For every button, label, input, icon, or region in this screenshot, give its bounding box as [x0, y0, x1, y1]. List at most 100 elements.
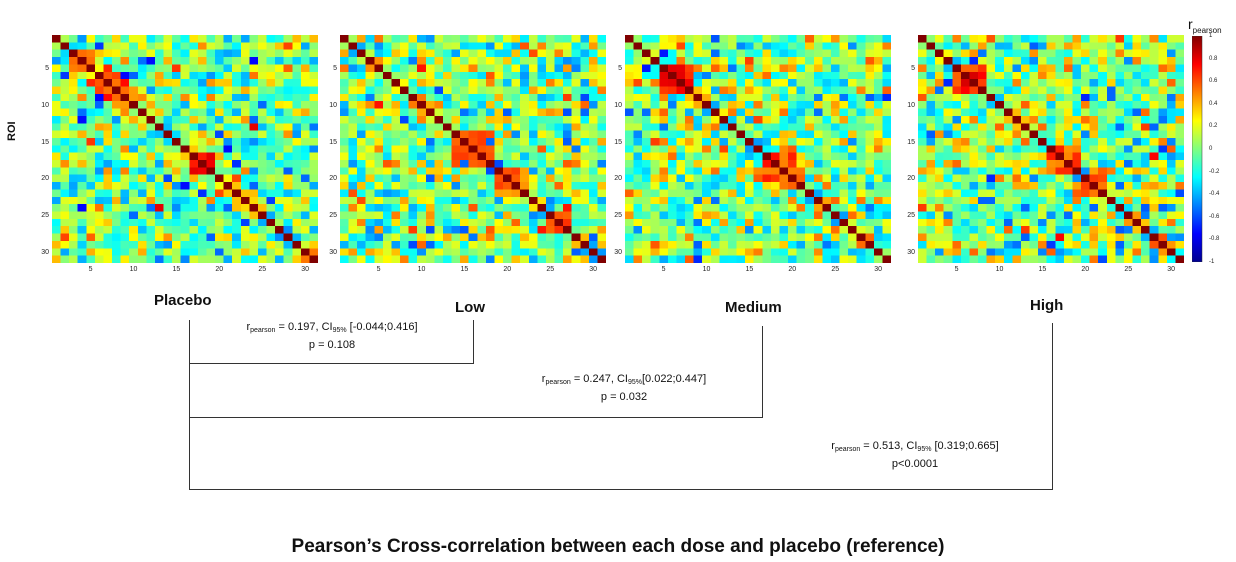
dose-label-placebo: Placebo	[154, 292, 212, 309]
r-symbol: r	[541, 373, 546, 385]
y-tick-label: 10	[907, 101, 915, 109]
colorbar-title-sub: pearson	[1192, 25, 1222, 35]
r-subscript: pearson	[834, 446, 861, 453]
stat-placebo-high: rpearson = 0.513, CI95% [0.319;0.665] p<…	[800, 439, 1030, 471]
x-tick-label: 10	[702, 266, 711, 273]
heatmap-matrix	[340, 35, 606, 263]
ci-value: [0.319;0.665]	[931, 440, 999, 452]
colorbar-tick-label: 0.2	[1209, 123, 1218, 130]
x-tick-label: 25	[546, 266, 555, 273]
colorbar	[1192, 36, 1203, 262]
x-tick-label: 15	[172, 266, 181, 273]
ci-value: [0.022;0.447]	[641, 373, 707, 385]
colorbar-tick-label: 0	[1209, 146, 1213, 152]
p-value: p = 0.108	[308, 339, 356, 351]
ci-subscript: 95%	[917, 446, 932, 453]
x-tick-label: 15	[460, 266, 469, 273]
colorbar-tick-label: 0.6	[1209, 78, 1218, 85]
heatmap-matrix	[52, 35, 318, 263]
r-value: = 0.197,	[275, 321, 322, 333]
stat-line-r-ci: rpearson = 0.513, CI95% [0.319;0.665]	[800, 439, 1030, 457]
dose-label-low: Low	[455, 299, 485, 316]
y-tick-label: 15	[329, 138, 337, 146]
x-tick-label: 15	[1038, 266, 1047, 273]
chart-title: Pearson’s Cross-correlation between each…	[291, 536, 945, 557]
colorbar-title: rpearson	[1188, 16, 1222, 35]
heatmap-panel-medium: 5 5 10 10 15 15 20 20 25 25 30 30	[614, 35, 891, 273]
y-tick-label: 5	[911, 65, 915, 73]
y-tick-label: 25	[907, 212, 915, 220]
p-value: p = 0.032	[600, 391, 648, 403]
colorbar-tick-label: 0.8	[1209, 55, 1218, 62]
r-value: = 0.247,	[570, 373, 617, 385]
y-tick-label: 5	[45, 65, 49, 73]
colorbar-title-main: r	[1188, 16, 1193, 32]
r-subscript: pearson	[250, 327, 276, 334]
y-tick-label: 30	[614, 248, 622, 256]
colorbar-tick-label: -0.4	[1209, 191, 1220, 198]
x-tick-label: 30	[589, 266, 598, 273]
r-symbol: r	[831, 440, 835, 452]
r-subscript: pearson	[545, 379, 571, 386]
stat-placebo-low: rpearson = 0.197, CI95% [-0.044;0.416] p…	[222, 320, 442, 352]
x-tick-label: 30	[301, 266, 310, 273]
heatmap-panel-placebo: 5 5 10 10 15 15 20 20 25 25 30 30	[41, 35, 318, 273]
y-tick-label: 10	[329, 101, 337, 109]
y-tick-label: 30	[907, 248, 915, 256]
y-tick-label: 15	[907, 138, 915, 146]
heatmap-panel-high: 5 5 10 10 15 15 20 20 25 25 30 30	[907, 35, 1184, 273]
colorbar-tick-label: 1	[1209, 33, 1213, 39]
y-tick-label: 15	[614, 138, 622, 146]
y-tick-label: 20	[41, 175, 49, 183]
x-tick-label: 30	[1167, 266, 1176, 273]
y-tick-label: 30	[41, 248, 49, 256]
colorbar-tick-label: 0.4	[1209, 100, 1218, 107]
colorbar-tick-label: -0.6	[1209, 213, 1220, 220]
x-tick-label: 20	[1081, 266, 1090, 273]
ci-subscript: 95%	[332, 327, 347, 334]
x-tick-label: 10	[129, 266, 138, 273]
y-tick-label: 25	[41, 212, 49, 220]
y-tick-label: 10	[614, 101, 622, 109]
x-tick-label: 30	[874, 266, 883, 273]
y-tick-label: 5	[333, 65, 337, 73]
x-tick-label: 20	[503, 266, 512, 273]
x-tick-label: 5	[954, 266, 959, 273]
y-tick-label: 25	[329, 212, 337, 220]
stat-line-r-ci: rpearson = 0.197, CI95% [-0.044;0.416]	[222, 320, 442, 338]
ci-symbol: CI	[906, 440, 918, 452]
y-tick-label: 20	[907, 175, 915, 183]
x-tick-label: 20	[788, 266, 797, 273]
ci-symbol: CI	[321, 321, 333, 333]
x-tick-label: 20	[215, 266, 224, 273]
x-tick-label: 5	[376, 266, 381, 273]
x-tick-label: 25	[258, 266, 267, 273]
r-symbol: r	[246, 321, 251, 333]
x-tick-label: 15	[745, 266, 754, 273]
x-tick-label: 5	[661, 266, 666, 273]
y-tick-label: 30	[329, 248, 337, 256]
y-tick-label: 10	[41, 101, 49, 109]
colorbar-tick-label: -0.2	[1209, 168, 1220, 175]
colorbar-tick-label: -1	[1209, 259, 1215, 265]
dose-label-high: High	[1030, 297, 1064, 314]
x-tick-label: 5	[88, 266, 93, 273]
ci-symbol: CI	[616, 373, 628, 385]
ci-subscript: 95%	[627, 379, 642, 386]
x-tick-label: 10	[417, 266, 426, 273]
bracket-placebo-high	[189, 323, 1053, 490]
y-tick-label: 20	[614, 175, 622, 183]
y-tick-label: 15	[41, 138, 49, 146]
y-axis-label: ROI	[6, 121, 18, 141]
ci-value: [-0.044;0.416]	[346, 321, 418, 333]
stat-line-r-ci: rpearson = 0.247, CI95%[0.022;0.447]	[514, 372, 734, 390]
heatmap-matrix	[918, 35, 1184, 263]
y-tick-label: 20	[329, 175, 337, 183]
stat-placebo-medium: rpearson = 0.247, CI95%[0.022;0.447] p =…	[514, 372, 734, 404]
colorbar-tick-label: -0.8	[1209, 236, 1220, 243]
y-tick-label: 25	[614, 212, 622, 220]
x-tick-label: 25	[1124, 266, 1133, 273]
dose-label-medium: Medium	[725, 299, 782, 316]
x-tick-label: 25	[831, 266, 840, 273]
heatmap-panel-low: 5 5 10 10 15 15 20 20 25 25 30 30	[329, 35, 606, 273]
